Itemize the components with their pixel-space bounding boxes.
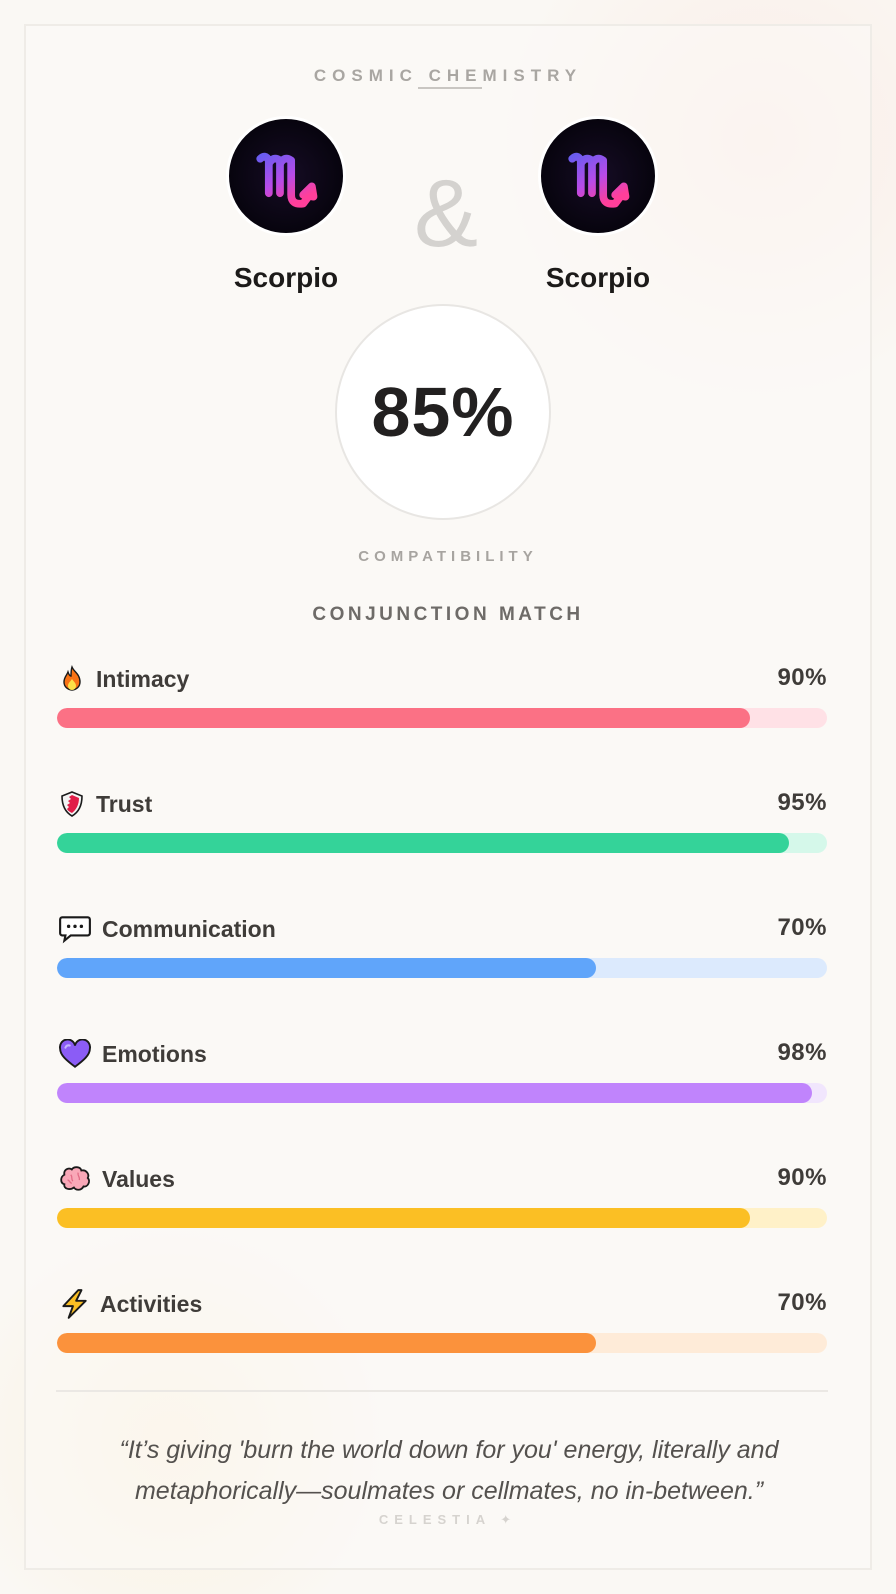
progress-fill	[57, 1333, 596, 1353]
progress-fill	[57, 833, 789, 853]
compatibility-card: COSMIC CHEMISTRY Scorpio &	[24, 24, 872, 1570]
progress-track	[57, 708, 827, 728]
score-label: COMPATIBILITY	[358, 548, 538, 565]
progress-fill	[57, 958, 596, 978]
brand-watermark: CELESTIA ✦	[378, 1512, 518, 1527]
scorpio-icon	[538, 116, 658, 236]
sign-right: Scorpio	[523, 116, 673, 294]
compatibility-score: 85%	[371, 373, 515, 451]
metric-trust: Trust 95%	[57, 787, 827, 912]
fire-icon	[57, 664, 87, 694]
metric-label: Emotions	[102, 1040, 207, 1067]
metric-label: Communication	[102, 915, 276, 942]
purple-heart-icon	[57, 1039, 93, 1069]
score-circle: 85%	[335, 304, 551, 520]
metric-communication: Communication 70%	[57, 912, 827, 1037]
shield-icon	[57, 789, 87, 819]
progress-track	[57, 833, 827, 853]
compatibility-quote: “It’s giving 'burn the world down for yo…	[119, 1436, 779, 1505]
progress-track	[57, 1208, 827, 1228]
divider	[56, 1390, 828, 1392]
metric-value: 90%	[777, 664, 827, 691]
metrics-list: Intimacy 90% Trust 95%	[57, 662, 827, 1412]
sign-left: Scorpio	[211, 116, 361, 294]
ampersand: &	[413, 160, 479, 267]
progress-fill	[57, 1208, 750, 1228]
lightning-icon	[57, 1289, 91, 1319]
metric-value: 95%	[777, 789, 827, 816]
brain-icon	[57, 1164, 93, 1194]
sign-name-left: Scorpio	[233, 262, 339, 293]
metric-value: 98%	[777, 1039, 827, 1066]
card-kicker: COSMIC CHEMISTRY	[313, 66, 583, 85]
sign-name-right: Scorpio	[545, 262, 651, 293]
speech-bubble-icon	[57, 914, 93, 944]
metric-label: Values	[102, 1165, 175, 1192]
metric-intimacy: Intimacy 90%	[57, 662, 827, 787]
metric-activities: Activities 70%	[57, 1287, 827, 1412]
metric-emotions: Emotions 98%	[57, 1037, 827, 1162]
metric-label: Intimacy	[96, 665, 190, 692]
metric-value: 70%	[777, 914, 827, 941]
metric-label: Activities	[100, 1290, 203, 1317]
scorpio-icon	[226, 116, 346, 236]
progress-track	[57, 1333, 827, 1353]
metric-value: 90%	[777, 1164, 827, 1191]
progress-track	[57, 958, 827, 978]
progress-fill	[57, 1083, 812, 1103]
section-title: CONJUNCTION MATCH	[312, 604, 584, 625]
progress-track	[57, 1083, 827, 1103]
metric-label: Trust	[96, 790, 153, 817]
progress-fill	[57, 708, 750, 728]
metric-value: 70%	[777, 1289, 827, 1316]
metric-values: Values 90%	[57, 1162, 827, 1287]
kicker-underline	[418, 87, 482, 89]
